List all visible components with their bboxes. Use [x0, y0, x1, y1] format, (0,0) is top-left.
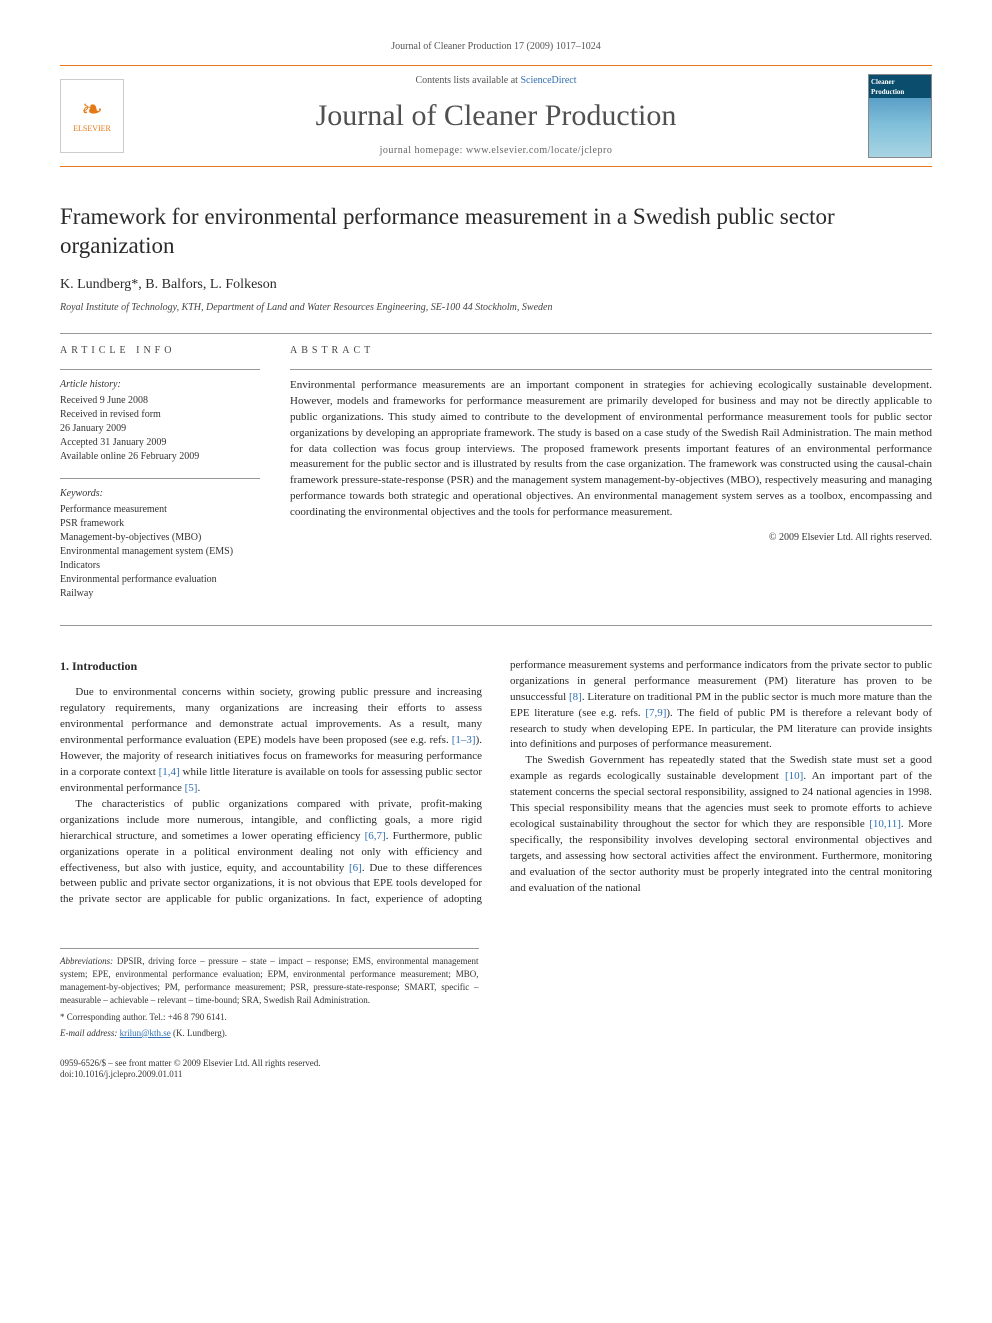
abbreviations-footnote: Abbreviations: DPSIR, driving force – pr… — [60, 955, 479, 1007]
abstract-heading: ABSTRACT — [290, 344, 932, 359]
citation-link[interactable]: [6] — [349, 862, 362, 874]
contents-prefix: Contents lists available at — [415, 75, 520, 86]
email-link[interactable]: krilun@kth.se — [120, 1028, 171, 1038]
keyword-item: Railway — [60, 587, 260, 601]
contents-lists-line: Contents lists available at ScienceDirec… — [136, 74, 856, 89]
body-paragraph: The Swedish Government has repeatedly st… — [510, 753, 932, 896]
history-line: Received 9 June 2008 — [60, 394, 260, 408]
article-history-heading: Article history: — [60, 378, 260, 392]
publisher-logo-label: ELSEVIER — [73, 123, 111, 135]
authors-line: K. Lundberg*, B. Balfors, L. Folkeson — [60, 275, 932, 295]
citation-link[interactable]: [7,9] — [645, 707, 666, 719]
citation-link[interactable]: [10,11] — [869, 818, 901, 830]
history-line: Available online 26 February 2009 — [60, 450, 260, 464]
keywords-heading: Keywords: — [60, 487, 260, 501]
citation-link[interactable]: [5] — [185, 782, 198, 794]
keyword-item: Environmental management system (EMS) — [60, 545, 260, 559]
corresponding-author-footnote: * Corresponding author. Tel.: +46 8 790 … — [60, 1011, 479, 1024]
email-footnote: E-mail address: krilun@kth.se (K. Lundbe… — [60, 1027, 479, 1040]
citation-link[interactable]: [1,4] — [159, 766, 180, 778]
keyword-item: Management-by-objectives (MBO) — [60, 531, 260, 545]
elsevier-tree-icon: ❧ — [81, 97, 103, 123]
citation-link[interactable]: [10] — [785, 770, 803, 782]
body-paragraph: Due to environmental concerns within soc… — [60, 685, 482, 797]
email-suffix: (K. Lundberg). — [171, 1028, 227, 1038]
keyword-item: PSR framework — [60, 517, 260, 531]
homepage-prefix: journal homepage: — [380, 145, 466, 156]
rule-above-meta — [60, 333, 932, 334]
rule-under-abstract-heading — [290, 369, 932, 370]
homepage-url[interactable]: www.elsevier.com/locate/jclepro — [466, 145, 612, 156]
meta-abstract-row: ARTICLE INFO Article history: Received 9… — [60, 344, 932, 615]
footnotes-block: Abbreviations: DPSIR, driving force – pr… — [60, 948, 479, 1039]
section-heading-introduction: 1. Introduction — [60, 658, 482, 675]
article-title: Framework for environmental performance … — [60, 203, 932, 261]
history-line: Received in revised form — [60, 408, 260, 422]
rule-below-abstract — [60, 625, 932, 626]
abstract-text: Environmental performance measurements a… — [290, 378, 932, 521]
citation-link[interactable]: [8] — [569, 691, 582, 703]
rule-under-info-heading — [60, 369, 260, 370]
history-line: Accepted 31 January 2009 — [60, 436, 260, 450]
sciencedirect-link[interactable]: ScienceDirect — [520, 75, 576, 86]
journal-homepage-line: journal homepage: www.elsevier.com/locat… — [136, 144, 856, 159]
affiliation-line: Royal Institute of Technology, KTH, Depa… — [60, 301, 932, 316]
page-footer: 0959-6526/$ – see front matter © 2009 El… — [60, 1058, 932, 1081]
keywords-block: Keywords: Performance measurement PSR fr… — [60, 487, 260, 601]
footer-copyright-line: 0959-6526/$ – see front matter © 2009 El… — [60, 1058, 932, 1070]
corr-tel: +46 8 790 6141. — [168, 1012, 227, 1022]
abstract-column: ABSTRACT Environmental performance measu… — [290, 344, 932, 615]
journal-name: Journal of Cleaner Production — [136, 94, 856, 138]
history-line: 26 January 2009 — [60, 422, 260, 436]
abbrev-label: Abbreviations: — [60, 956, 113, 966]
abbrev-text: DPSIR, driving force – pressure – state … — [60, 956, 479, 1005]
article-body: 1. Introduction Due to environmental con… — [60, 658, 932, 909]
email-label: E-mail address: — [60, 1028, 120, 1038]
citation-link[interactable]: [6,7] — [365, 830, 386, 842]
header-center-block: Contents lists available at ScienceDirec… — [136, 74, 856, 159]
article-info-column: ARTICLE INFO Article history: Received 9… — [60, 344, 260, 615]
corr-label: * Corresponding author. Tel.: — [60, 1012, 168, 1022]
journal-cover-thumbnail: Cleaner Production — [868, 74, 932, 158]
footer-doi-line: doi:10.1016/j.jclepro.2009.01.011 — [60, 1069, 932, 1081]
publisher-logo: ❧ ELSEVIER — [60, 79, 124, 153]
cover-title-text: Cleaner Production — [871, 77, 929, 97]
journal-header-band: ❧ ELSEVIER Contents lists available at S… — [60, 65, 932, 168]
article-info-heading: ARTICLE INFO — [60, 344, 260, 359]
rule-above-keywords — [60, 478, 260, 479]
abstract-copyright: © 2009 Elsevier Ltd. All rights reserved… — [290, 531, 932, 546]
journal-citation-line: Journal of Cleaner Production 17 (2009) … — [60, 40, 932, 55]
article-history-block: Article history: Received 9 June 2008 Re… — [60, 378, 260, 464]
keyword-item: Indicators — [60, 559, 260, 573]
citation-link[interactable]: [1–3] — [452, 734, 476, 746]
keyword-item: Environmental performance evaluation — [60, 573, 260, 587]
keyword-item: Performance measurement — [60, 503, 260, 517]
